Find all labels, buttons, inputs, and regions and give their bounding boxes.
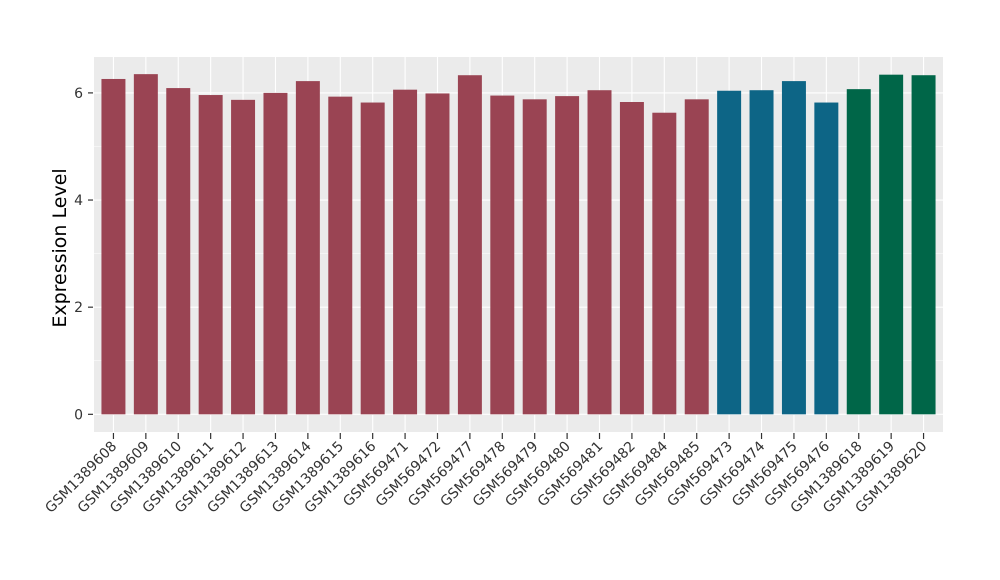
bar-GSM1389615 xyxy=(328,96,353,415)
bar-GSM569473 xyxy=(717,90,742,415)
bar-GSM569472 xyxy=(425,93,450,415)
y-tick-label: 0 xyxy=(74,407,83,423)
bar-GSM1389616 xyxy=(360,102,385,415)
bar-GSM569482 xyxy=(619,102,644,415)
bar-GSM569476 xyxy=(814,102,839,415)
bar-GSM1389619 xyxy=(879,74,904,415)
bar-GSM1389620 xyxy=(911,75,936,415)
bar-GSM1389610 xyxy=(166,88,191,415)
bar-GSM569479 xyxy=(522,99,547,415)
bar-GSM1389611 xyxy=(198,95,223,415)
y-tick-label: 6 xyxy=(74,86,83,102)
bar-GSM569477 xyxy=(457,75,482,415)
bar-GSM569481 xyxy=(587,90,612,415)
bar-GSM1389614 xyxy=(295,81,320,415)
bar-GSM1389612 xyxy=(231,99,256,415)
y-axis-title: Expression Level xyxy=(49,168,71,328)
bar-GSM569475 xyxy=(781,81,806,415)
bar-GSM1389608 xyxy=(101,78,126,415)
bar-GSM569484 xyxy=(652,112,677,415)
bar-GSM1389613 xyxy=(263,92,288,415)
bar-GSM1389609 xyxy=(133,74,158,415)
bar-GSM1389618 xyxy=(846,89,871,415)
y-tick-label: 2 xyxy=(74,300,83,316)
bar-GSM569480 xyxy=(555,96,580,415)
bar-GSM569474 xyxy=(749,90,774,415)
bar-GSM569471 xyxy=(393,89,418,415)
y-tick-label: 4 xyxy=(74,193,83,209)
bar-GSM569485 xyxy=(684,99,709,415)
bar-GSM569478 xyxy=(490,95,515,415)
